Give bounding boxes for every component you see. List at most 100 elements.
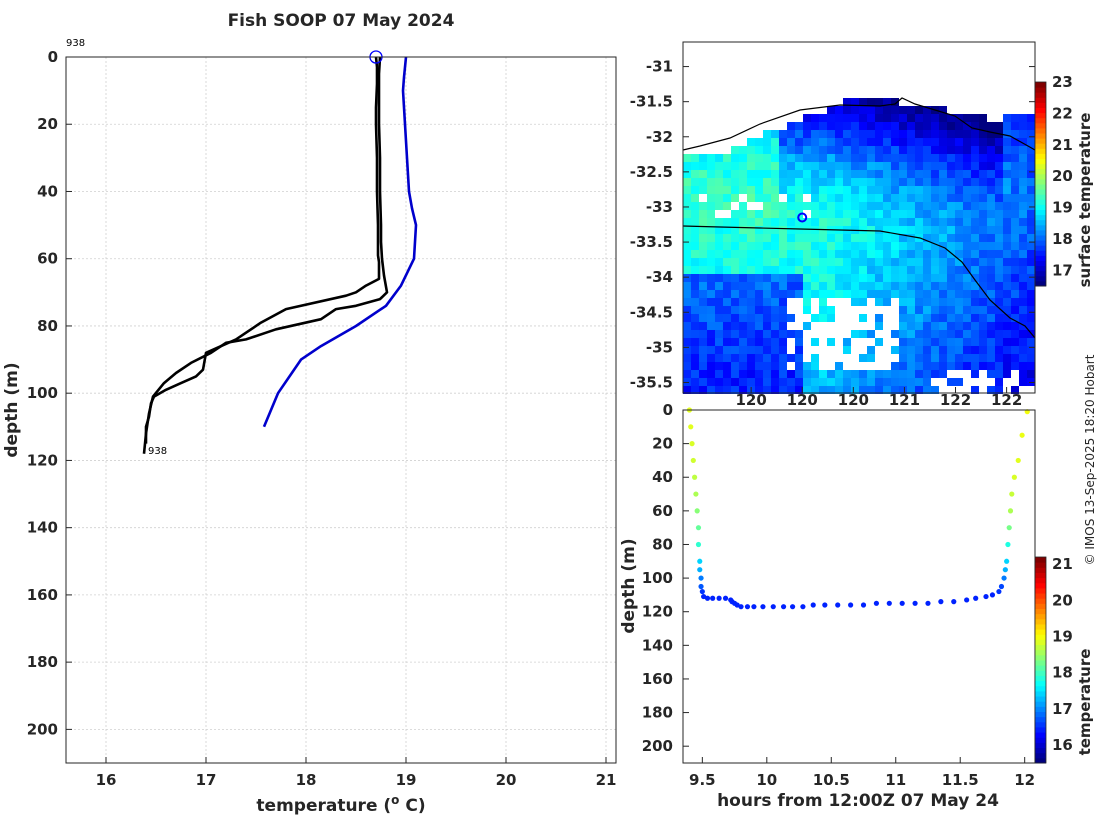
sst-cell xyxy=(875,202,883,210)
sst-cell xyxy=(835,146,843,154)
sst-cell xyxy=(683,154,691,162)
sst-cell xyxy=(923,330,931,338)
sst-cell xyxy=(915,226,923,234)
sst-cell xyxy=(971,162,979,170)
ts-colorbar-segment xyxy=(1035,577,1046,584)
sst-cell xyxy=(819,162,827,170)
sst-cell xyxy=(915,274,923,282)
sst-cell xyxy=(843,106,851,114)
sst-cell xyxy=(987,210,995,218)
sst-cell xyxy=(1011,290,1019,298)
sst-cell xyxy=(939,194,947,202)
sst-cell xyxy=(827,114,835,122)
sst-cell xyxy=(907,282,915,290)
sst-cell xyxy=(1027,202,1035,210)
colorbar-segment xyxy=(1035,189,1046,195)
sst-cell xyxy=(707,314,715,322)
sst-cell xyxy=(867,130,875,138)
sst-cell xyxy=(1011,186,1019,194)
sst-cell xyxy=(1027,194,1035,202)
sst-cell xyxy=(931,242,939,250)
sst-cell xyxy=(875,218,883,226)
sst-cell xyxy=(1027,130,1035,138)
ts-colorbar-segment xyxy=(1035,716,1046,723)
sst-cell xyxy=(747,290,755,298)
sst-cell xyxy=(867,114,875,122)
sst-cell xyxy=(883,194,891,202)
sst-cell xyxy=(795,266,803,274)
sst-cell xyxy=(939,338,947,346)
sst-cell xyxy=(971,314,979,322)
sst-cell xyxy=(923,138,931,146)
sst-cell xyxy=(875,138,883,146)
sst-cell xyxy=(979,178,987,186)
sst-cell xyxy=(987,370,995,378)
sst-cell xyxy=(995,242,1003,250)
sst-cell xyxy=(891,282,899,290)
sst-cell xyxy=(907,154,915,162)
sst-cell xyxy=(795,146,803,154)
sst-cell xyxy=(931,338,939,346)
sst-cell xyxy=(779,386,787,394)
sst-cell xyxy=(683,362,691,370)
sst-cell xyxy=(955,314,963,322)
sst-cell xyxy=(843,210,851,218)
sst-cell xyxy=(891,218,899,226)
sst-cell xyxy=(955,250,963,258)
depth-time-point xyxy=(697,567,703,573)
sst-cell xyxy=(979,274,987,282)
sst-cell xyxy=(683,274,691,282)
sst-cell xyxy=(875,194,883,202)
sst-cell xyxy=(683,298,691,306)
ts-colorbar-segment xyxy=(1035,742,1046,749)
sst-cell xyxy=(987,242,995,250)
sst-cell xyxy=(731,370,739,378)
sst-cell xyxy=(947,362,955,370)
sst-cell xyxy=(947,378,955,386)
sst-cell xyxy=(955,114,963,122)
sst-cell xyxy=(747,314,755,322)
sst-cell xyxy=(827,106,835,114)
sst-cell xyxy=(987,314,995,322)
sst-cell xyxy=(971,210,979,218)
sst-cell xyxy=(819,386,827,394)
sst-cell xyxy=(995,378,1003,386)
sst-cell xyxy=(963,114,971,122)
sst-cell xyxy=(731,386,739,394)
sst-cell xyxy=(739,378,747,386)
sst-cell xyxy=(1019,346,1027,354)
sst-cell xyxy=(955,266,963,274)
sst-cell xyxy=(963,202,971,210)
sst-cell xyxy=(899,226,907,234)
colorbar-segment xyxy=(1035,270,1046,277)
sst-cell xyxy=(899,274,907,282)
sst-cell xyxy=(995,306,1003,314)
sst-cell xyxy=(1027,210,1035,218)
sst-cell xyxy=(891,210,899,218)
sst-cell xyxy=(1003,194,1011,202)
sst-cell xyxy=(955,258,963,266)
sst-cell xyxy=(867,194,875,202)
depth-time-point xyxy=(695,541,702,548)
sst-cell xyxy=(1019,186,1027,194)
sst-cell xyxy=(979,282,987,290)
sst-cell xyxy=(979,122,987,130)
sst-cell xyxy=(955,194,963,202)
sst-cell xyxy=(939,330,947,338)
ts-colorbar-segment xyxy=(1035,706,1046,712)
sst-cell xyxy=(803,282,811,290)
sst-cell xyxy=(803,386,811,394)
sst-cell xyxy=(803,138,811,146)
sst-cell xyxy=(947,330,955,338)
sst-cell xyxy=(795,154,803,162)
sst-cell xyxy=(1027,306,1035,314)
sst-cell xyxy=(771,346,779,354)
sst-cell xyxy=(763,290,771,298)
sst-cell xyxy=(923,202,931,210)
sst-cell xyxy=(955,306,963,314)
sst-cell xyxy=(747,378,755,386)
sst-cell xyxy=(963,242,971,250)
sst-cell xyxy=(859,122,867,130)
ts-y-tick-label: 100 xyxy=(642,569,673,587)
